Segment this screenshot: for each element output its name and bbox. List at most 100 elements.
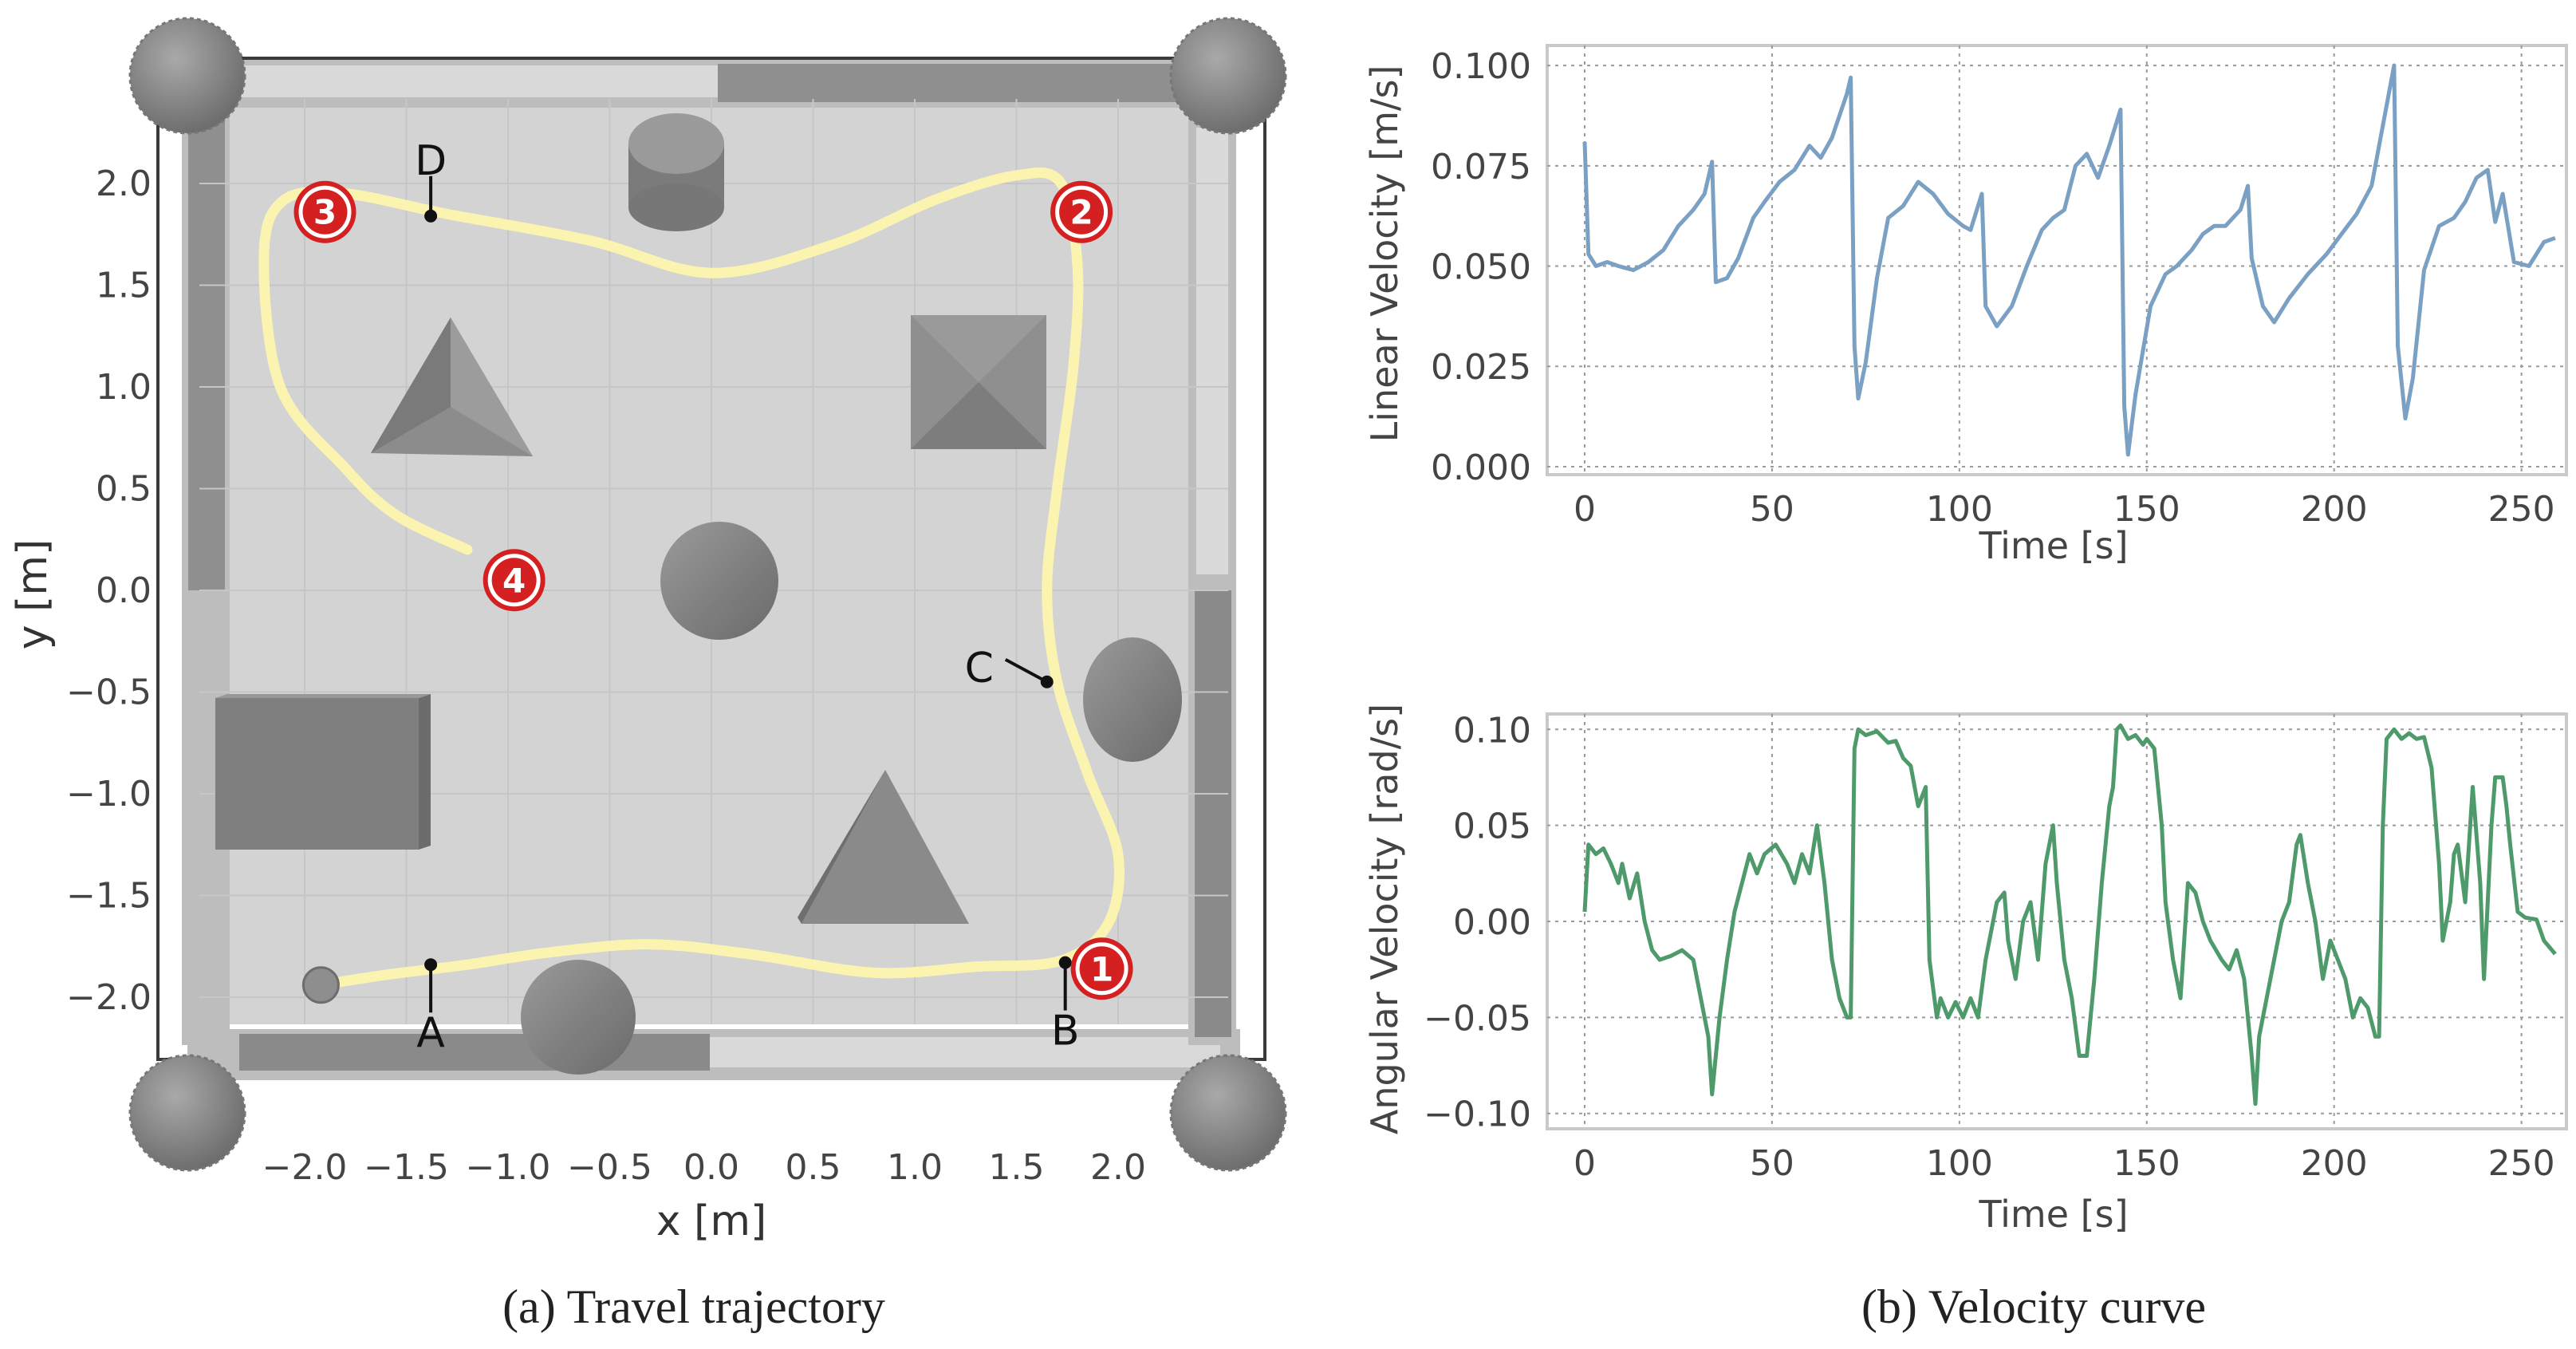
x-tick-label: 200 — [2301, 489, 2368, 530]
caption-a: (a) Travel trajectory — [502, 1280, 885, 1333]
waypoint-disc-3 — [302, 189, 348, 235]
obstacle-ellipse-right — [1083, 637, 1182, 762]
map-y-tick-label: −2.0 — [66, 977, 152, 1018]
x-tick-label: 100 — [1926, 1143, 1993, 1184]
y-tick-label: 0.075 — [1431, 147, 1531, 187]
annotation-point-a — [424, 958, 438, 972]
map-y-tick-label: 1.0 — [96, 367, 152, 408]
corner-post-bottom-left — [128, 1054, 246, 1172]
annotation-point-d — [424, 209, 438, 223]
map-x-tick-label: −0.5 — [567, 1147, 652, 1188]
map-x-tick-label: −1.5 — [364, 1147, 449, 1188]
obstacle-triangle-lower — [798, 770, 969, 924]
arena-wall-right-dark — [1195, 590, 1231, 1037]
obstacles — [215, 113, 1182, 1075]
start-marker — [301, 966, 340, 1004]
x-tick-label: 0 — [1574, 1143, 1596, 1184]
x-tick-label: 250 — [2488, 1143, 2555, 1184]
obstacle-box-left — [215, 694, 431, 850]
waypoint-disc-2 — [1059, 189, 1105, 235]
y-tick-label: 0.100 — [1431, 46, 1531, 87]
map-y-axis-label: y [m] — [9, 539, 57, 650]
map-y-tick-label: −1.0 — [66, 774, 152, 815]
corner-post-bottom-right — [1169, 1054, 1287, 1172]
annotation-point-b — [1058, 956, 1072, 969]
x-tick-label: 150 — [2113, 489, 2180, 530]
map-x-tick-label: 1.5 — [989, 1147, 1045, 1188]
y-tick-label: −0.10 — [1424, 1095, 1531, 1135]
arena-wall-right-light — [1196, 128, 1228, 574]
waypoint-label-2: 2 — [1069, 193, 1093, 232]
angular-x-axis-label: Time [s] — [1978, 1193, 2128, 1236]
waypoint-disc-1 — [1079, 946, 1125, 992]
map-grid — [199, 99, 1228, 1024]
arena-wall-bottom-dark — [239, 1034, 710, 1071]
map-y-tick-label: 1.5 — [96, 266, 152, 306]
angular-plot-grid — [1547, 714, 2566, 1129]
corner-post-top-right — [1169, 17, 1287, 135]
annotation-label-d: D — [415, 137, 447, 185]
arena-wall-top-light — [239, 65, 718, 97]
obstacle-triangle-upper-left — [371, 318, 533, 456]
y-tick-label: 0.00 — [1453, 902, 1531, 943]
y-tick-label: −0.05 — [1424, 998, 1531, 1039]
annotation-label-c: C — [965, 645, 994, 692]
linear-y-tick-labels: 0.100 0.075 0.050 0.025 0.000 — [1431, 46, 1531, 488]
map-x-tick-labels: −2.0 −1.5 −1.0 −0.5 0.0 0.5 1.0 1.5 2.0 — [262, 1147, 1146, 1188]
map-y-tick-label: −1.5 — [66, 876, 152, 917]
x-tick-label: 100 — [1926, 489, 1993, 530]
map-y-tick-label: 0.0 — [96, 570, 152, 611]
y-tick-label: 0.025 — [1431, 347, 1531, 388]
trajectory-path — [258, 168, 1125, 991]
obstacle-circle-bottom — [521, 960, 636, 1075]
waypoint-label-3: 3 — [313, 193, 337, 232]
map-x-tick-label: 0.5 — [786, 1147, 841, 1188]
map-x-tick-label: −1.0 — [466, 1147, 551, 1188]
y-tick-label: 0.000 — [1431, 448, 1531, 488]
x-tick-label: 200 — [2301, 1143, 2368, 1184]
y-tick-label: 0.10 — [1453, 710, 1531, 751]
arena-wall-left-dark — [188, 112, 225, 590]
y-tick-label: 0.05 — [1453, 807, 1531, 847]
linear-x-axis-label: Time [s] — [1978, 524, 2128, 567]
arena-wall-bottom-light — [710, 1037, 1220, 1067]
map-x-tick-label: −2.0 — [262, 1147, 348, 1188]
map-x-tick-label: 0.0 — [683, 1147, 739, 1188]
map-y-tick-label: 2.0 — [96, 164, 152, 204]
map-x-axis-label: x [m] — [656, 1197, 767, 1245]
obstacle-square-upper-right — [911, 315, 1046, 449]
map-x-tick-label: 2.0 — [1090, 1147, 1146, 1188]
annotation-markers: A B C D — [415, 137, 1079, 1057]
angular-y-tick-labels: 0.10 0.05 0.00 −0.05 −0.10 — [1424, 710, 1531, 1134]
annotation-label-a: A — [416, 1009, 445, 1057]
x-tick-label: 250 — [2488, 489, 2555, 530]
annotation-label-b: B — [1051, 1008, 1080, 1055]
linear-plot-frame — [1546, 44, 2568, 476]
y-tick-label: 0.050 — [1431, 247, 1531, 288]
waypoint-markers: 1 2 3 4 — [293, 180, 1133, 1000]
map-y-tick-label: −0.5 — [66, 673, 152, 713]
caption-b: (b) Velocity curve — [1861, 1280, 2206, 1333]
map-y-tick-label: 0.5 — [96, 469, 152, 510]
x-tick-label: 50 — [1750, 489, 1794, 530]
corner-post-top-left — [128, 17, 246, 135]
x-tick-label: 150 — [2113, 1143, 2180, 1184]
arena-wall-top-dark — [718, 64, 1228, 102]
map-x-tick-label: 1.0 — [887, 1147, 943, 1188]
linear-y-axis-label: Linear Velocity [m/s] — [1363, 65, 1406, 443]
annotation-point-c — [1040, 675, 1054, 688]
linear-x-tick-labels: 0 50 100 150 200 250 — [1574, 489, 2555, 530]
obstacle-cylinder-top — [628, 113, 724, 231]
x-tick-label: 0 — [1574, 489, 1596, 530]
angular-velocity-line — [1582, 723, 2557, 1106]
waypoint-label-4: 4 — [502, 561, 526, 600]
waypoint-label-1: 1 — [1090, 949, 1113, 988]
angular-y-axis-label: Angular Velocity [rad/s] — [1363, 704, 1406, 1134]
annotation-leader-c — [1004, 657, 1048, 684]
waypoint-disc-4 — [491, 558, 537, 603]
linear-velocity-line — [1582, 63, 2556, 457]
map-y-tick-labels: 2.0 1.5 1.0 0.5 0.0 −0.5 −1.0 −1.5 −2.0 — [66, 164, 152, 1018]
